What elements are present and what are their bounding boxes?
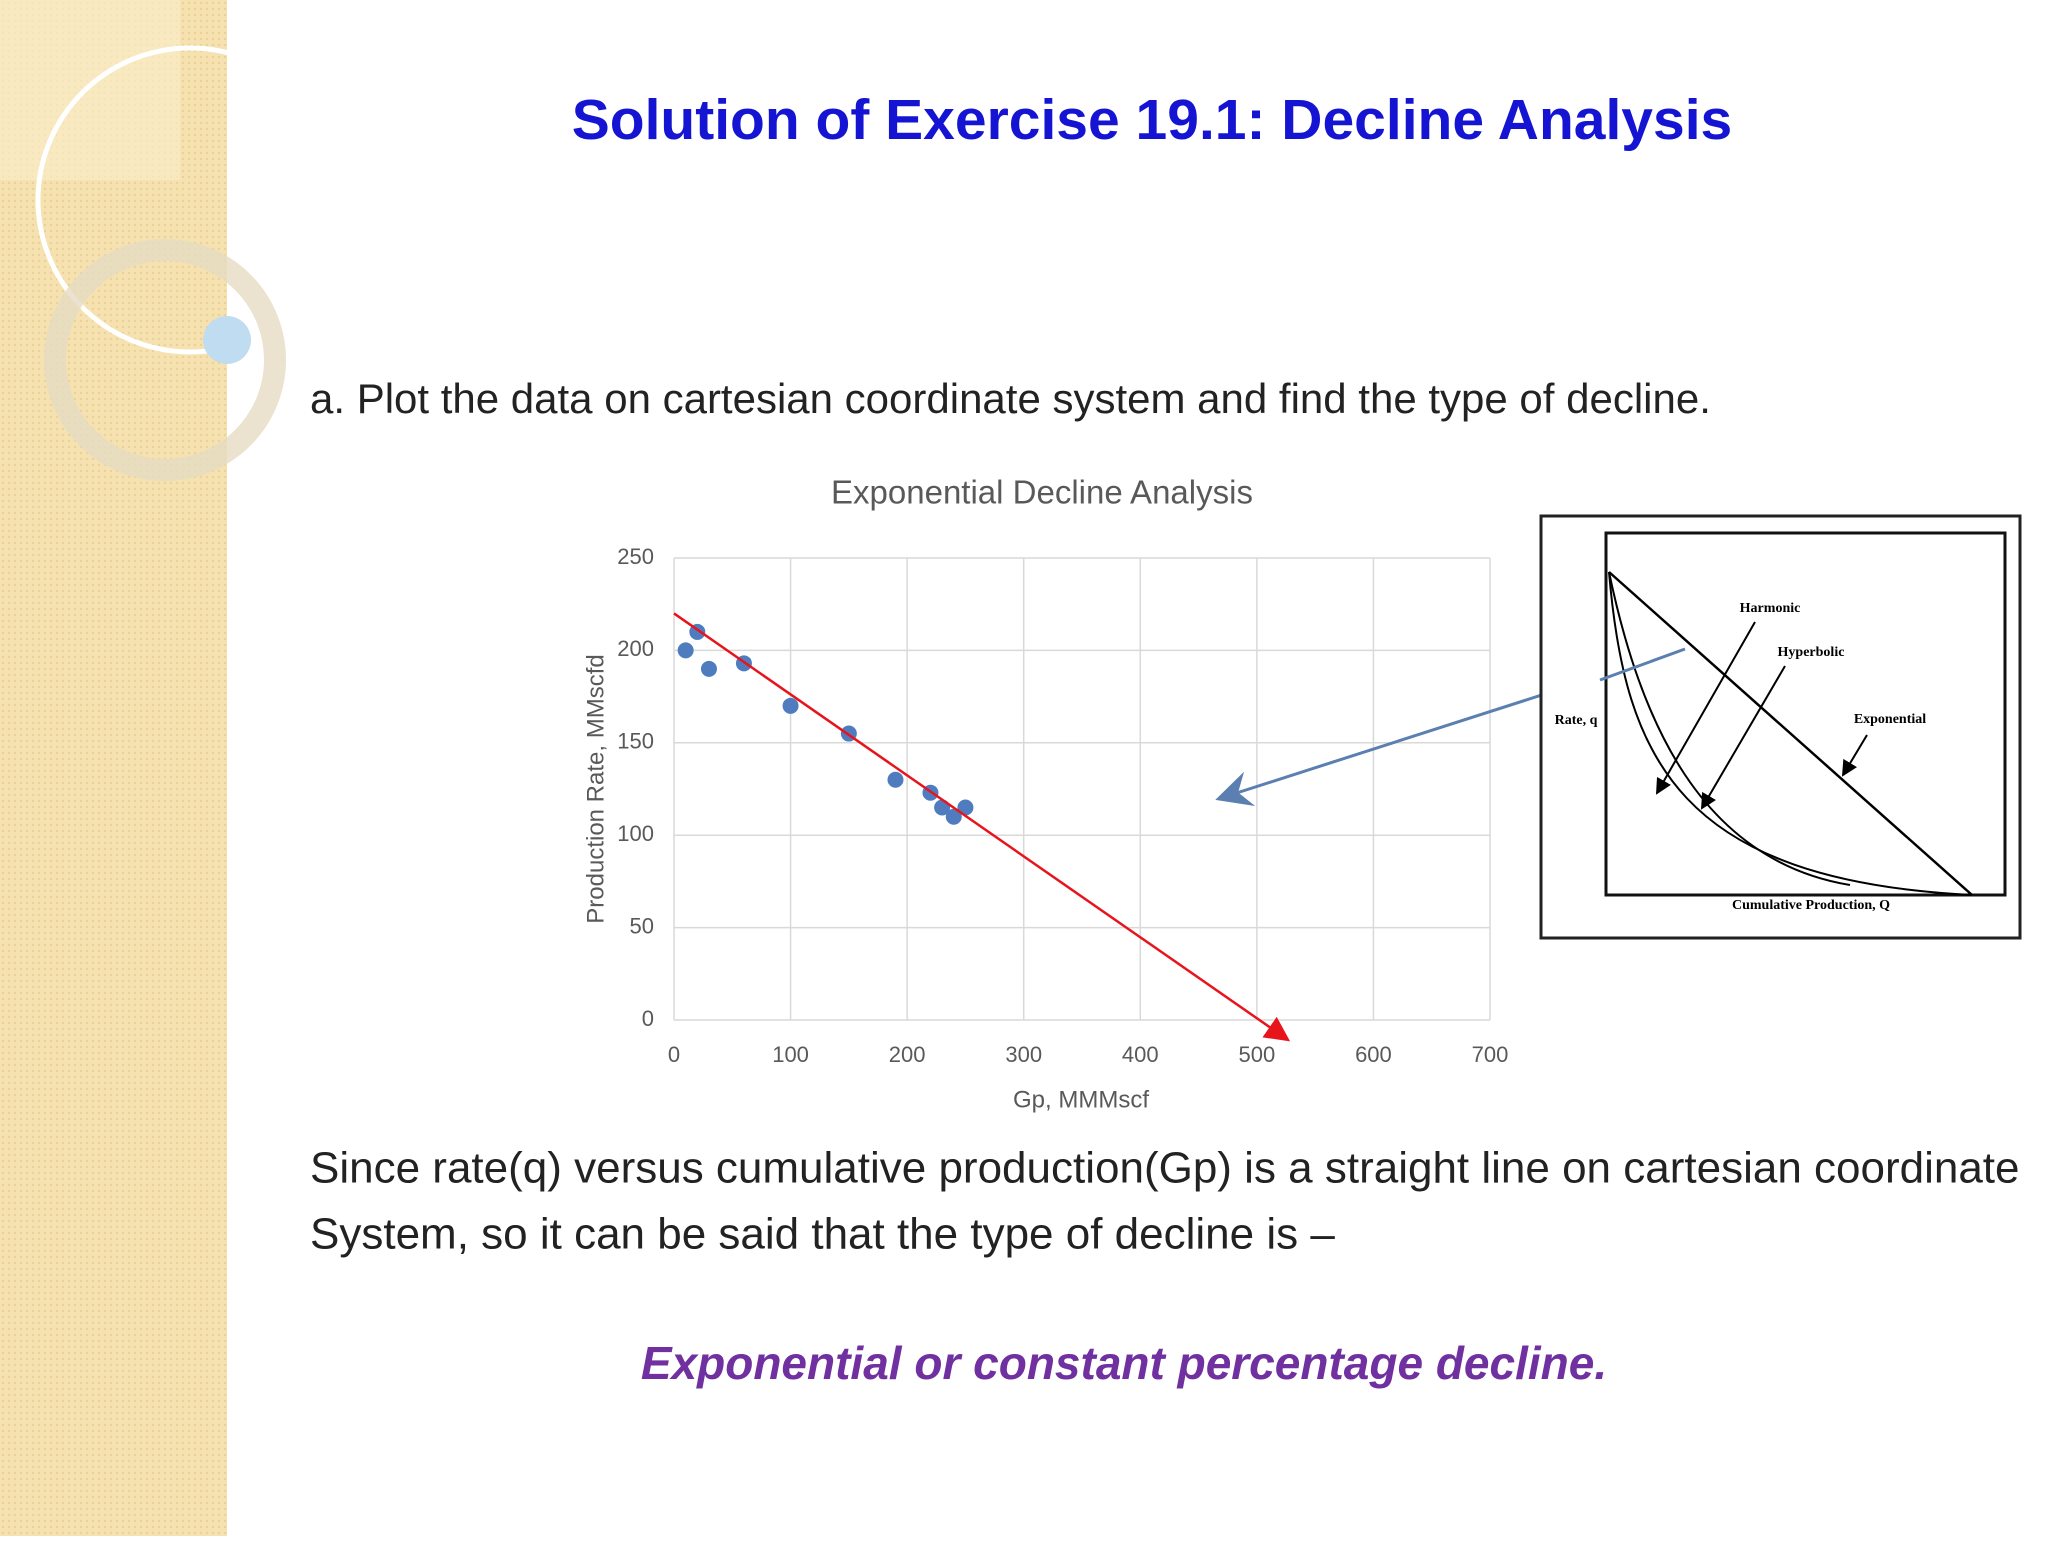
conclusion-line: System, so it can be said that the type … bbox=[310, 1210, 1335, 1259]
data-point bbox=[957, 799, 974, 816]
y-tick-label: 200 bbox=[617, 636, 654, 661]
data-point bbox=[945, 808, 962, 825]
x-tick-label: 100 bbox=[772, 1042, 809, 1067]
x-tick-label: 600 bbox=[1355, 1042, 1392, 1067]
x-tick-label: 200 bbox=[889, 1042, 926, 1067]
conclusion-line: Since rate(q) versus cumulative producti… bbox=[310, 1144, 2020, 1193]
data-point bbox=[677, 642, 694, 659]
trend-line bbox=[673, 612, 1291, 1042]
x-tick-label: 0 bbox=[668, 1042, 680, 1067]
inset-y-label: Rate, q bbox=[1555, 713, 1598, 728]
y-tick-label: 0 bbox=[642, 1006, 654, 1031]
x-tick-label: 400 bbox=[1122, 1042, 1159, 1067]
x-tick-label: 700 bbox=[1472, 1042, 1509, 1067]
y-axis-label: Production Rate, MMscfd bbox=[582, 654, 609, 923]
data-point bbox=[887, 771, 904, 788]
slide-title: Solution of Exercise 19.1: Decline Analy… bbox=[572, 88, 1732, 152]
x-tick-label: 500 bbox=[1238, 1042, 1275, 1067]
question: a. Plot the data on cartesian coordinate… bbox=[310, 375, 1711, 422]
x-tick-label: 300 bbox=[1005, 1042, 1042, 1067]
y-tick-label: 150 bbox=[617, 729, 654, 754]
y-tick-label: 100 bbox=[617, 821, 654, 846]
inset-diagram: Harmonic Hyperbolic Exponential Rate, q … bbox=[1539, 514, 2022, 940]
chart: 0 50 100 150 200 250 0 100 200 300 400 500 600 700 bbox=[617, 544, 1508, 1067]
chart-title: Exponential Decline Analysis bbox=[831, 474, 1253, 511]
x-axis-label: Gp, MMMscf bbox=[1013, 1086, 1149, 1113]
inset-label: Exponential bbox=[1854, 712, 1926, 727]
y-tick-label: 250 bbox=[617, 544, 654, 569]
sidebar bbox=[0, 0, 345, 1536]
data-point bbox=[700, 660, 717, 677]
inset-label: Hyperbolic bbox=[1778, 645, 1845, 660]
y-tick-label: 50 bbox=[630, 913, 654, 938]
answer: Exponential or constant percentage decli… bbox=[641, 1337, 1607, 1389]
data-point bbox=[782, 697, 799, 714]
inset-label: Harmonic bbox=[1740, 601, 1801, 616]
inset-x-label: Cumulative Production, Q bbox=[1732, 898, 1890, 913]
